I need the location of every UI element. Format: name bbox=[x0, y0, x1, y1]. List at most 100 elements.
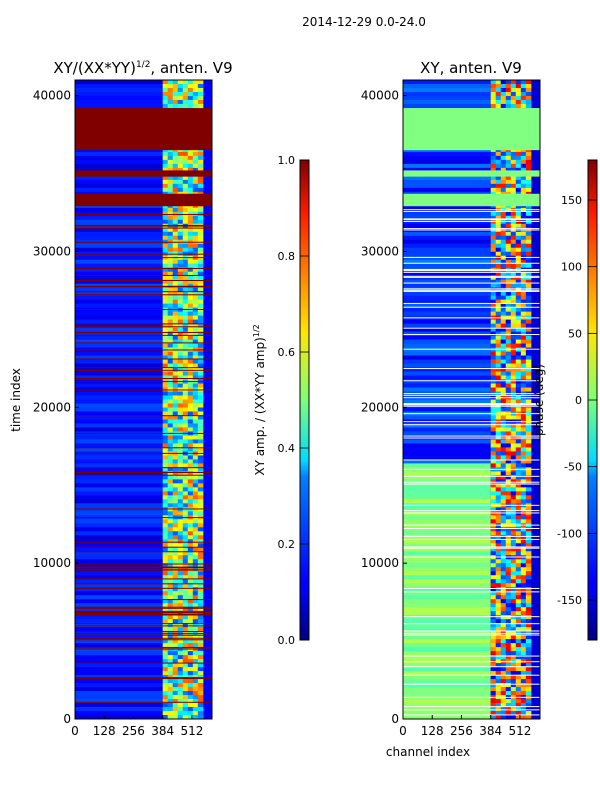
heatmap-row-cell bbox=[403, 367, 491, 373]
heatmap-row-cell bbox=[75, 391, 163, 397]
heatmap-active-cell bbox=[495, 355, 502, 361]
heatmap-active-cell bbox=[490, 547, 497, 552]
heatmap-active-cell bbox=[187, 547, 194, 552]
heatmap-active-cell bbox=[187, 495, 194, 500]
heatmap-active-cell bbox=[520, 535, 527, 540]
heatmap-row-cell bbox=[403, 327, 491, 333]
heatmap-streak bbox=[403, 276, 540, 278]
heatmap-active-cell bbox=[172, 343, 179, 349]
heatmap-row-cell bbox=[75, 91, 163, 97]
heatmap-active-cell bbox=[505, 499, 512, 504]
heatmap-active-cell bbox=[172, 155, 179, 161]
heatmap-streak bbox=[75, 294, 212, 296]
heatmap-active-cell bbox=[500, 427, 507, 432]
heatmap-active-cell bbox=[520, 679, 527, 684]
phase-colorbar-label: phase (deg) bbox=[532, 364, 546, 436]
heatmap-active-cell bbox=[182, 403, 189, 408]
heatmap-active-cell bbox=[162, 587, 169, 592]
heatmap-row-cell bbox=[75, 363, 163, 369]
heatmap-active-cell bbox=[515, 355, 522, 361]
heatmap-active-cell bbox=[520, 491, 527, 496]
heatmap-active-cell bbox=[495, 527, 502, 532]
heatmap-active-cell bbox=[510, 579, 517, 584]
heatmap-active-cell bbox=[182, 219, 189, 225]
heatmap-active-cell bbox=[197, 575, 204, 580]
heatmap-active-cell bbox=[162, 395, 169, 400]
heatmap-active-cell bbox=[520, 235, 527, 241]
heatmap-active-cell bbox=[167, 511, 174, 516]
heatmap-streak bbox=[75, 563, 212, 565]
heatmap-active-cell bbox=[505, 327, 512, 333]
heatmap-active-cell bbox=[520, 179, 527, 185]
heatmap-active-cell bbox=[490, 103, 497, 109]
heatmap-active-cell bbox=[167, 463, 174, 468]
heatmap-active-cell bbox=[187, 359, 194, 365]
heatmap-active-cell bbox=[172, 231, 179, 237]
heatmap-row-cell bbox=[75, 595, 163, 600]
heatmap-active-cell bbox=[192, 275, 199, 281]
heatmap-active-cell bbox=[500, 99, 507, 105]
heatmap-active-cell bbox=[525, 655, 532, 660]
heatmap-active-cell bbox=[490, 251, 497, 257]
heatmap-active-cell bbox=[510, 563, 517, 568]
heatmap-active-cell bbox=[500, 307, 507, 313]
heatmap-active-cell bbox=[510, 439, 517, 444]
heatmap-active-cell bbox=[192, 299, 199, 305]
heatmap-active-cell bbox=[167, 603, 174, 608]
heatmap-active-cell bbox=[525, 151, 532, 157]
heatmap-active-cell bbox=[197, 99, 204, 105]
heatmap-active-cell bbox=[520, 243, 527, 249]
heatmap-active-cell bbox=[525, 519, 532, 524]
heatmap-streak bbox=[75, 389, 212, 391]
heatmap-active-cell bbox=[167, 623, 174, 628]
heatmap-row-cell bbox=[75, 359, 163, 365]
heatmap-active-cell bbox=[172, 167, 179, 173]
heatmap-active-cell bbox=[525, 447, 532, 452]
heatmap-streak bbox=[403, 262, 540, 264]
heatmap-active-cell bbox=[187, 103, 194, 109]
heatmap-active-cell bbox=[172, 259, 179, 265]
heatmap-active-cell bbox=[192, 411, 199, 416]
heatmap-row-cell bbox=[75, 623, 163, 628]
heatmap-active-cell bbox=[187, 259, 194, 265]
heatmap-active-cell bbox=[187, 487, 194, 492]
heatmap-active-cell bbox=[525, 639, 532, 644]
heatmap-active-cell bbox=[515, 175, 522, 181]
heatmap-active-cell bbox=[520, 255, 527, 261]
heatmap-active-cell bbox=[520, 335, 527, 341]
heatmap-active-cell bbox=[520, 515, 527, 520]
heatmap-active-cell bbox=[515, 479, 522, 484]
heatmap-row-cell bbox=[403, 551, 491, 556]
heatmap-active-cell bbox=[515, 491, 522, 496]
heatmap-active-cell bbox=[192, 523, 199, 528]
heatmap-active-cell bbox=[187, 299, 194, 305]
heatmap-active-cell bbox=[495, 383, 502, 389]
heatmap-active-cell bbox=[197, 499, 204, 504]
heatmap-active-cell bbox=[162, 399, 169, 404]
heatmap-active-cell bbox=[182, 559, 189, 564]
heatmap-active-cell bbox=[192, 579, 199, 584]
heatmap-active-cell bbox=[515, 587, 522, 592]
heatmap-row-cell bbox=[75, 427, 163, 432]
y-tick-label: 30000 bbox=[361, 244, 399, 258]
heatmap-active-cell bbox=[505, 583, 512, 588]
heatmap-active-cell bbox=[520, 379, 527, 385]
heatmap-active-cell bbox=[182, 595, 189, 600]
heatmap-active-cell bbox=[192, 663, 199, 668]
heatmap-active-cell bbox=[197, 231, 204, 237]
heatmap-active-cell bbox=[515, 343, 522, 349]
heatmap-active-cell bbox=[515, 387, 522, 393]
heatmap-active-cell bbox=[177, 175, 184, 181]
heatmap-active-cell bbox=[515, 699, 522, 704]
heatmap-active-cell bbox=[192, 479, 199, 484]
heatmap-active-cell bbox=[510, 443, 517, 448]
heatmap-active-cell bbox=[177, 599, 184, 604]
heatmap-active-cell bbox=[490, 591, 497, 596]
heatmap-row-cell bbox=[403, 311, 491, 317]
heatmap-active-cell bbox=[500, 663, 507, 668]
heatmap-active-cell bbox=[525, 591, 532, 596]
heatmap-active-cell bbox=[167, 267, 174, 273]
heatmap-active-cell bbox=[515, 499, 522, 504]
heatmap-row-cell bbox=[403, 363, 491, 369]
heatmap-active-cell bbox=[187, 659, 194, 664]
